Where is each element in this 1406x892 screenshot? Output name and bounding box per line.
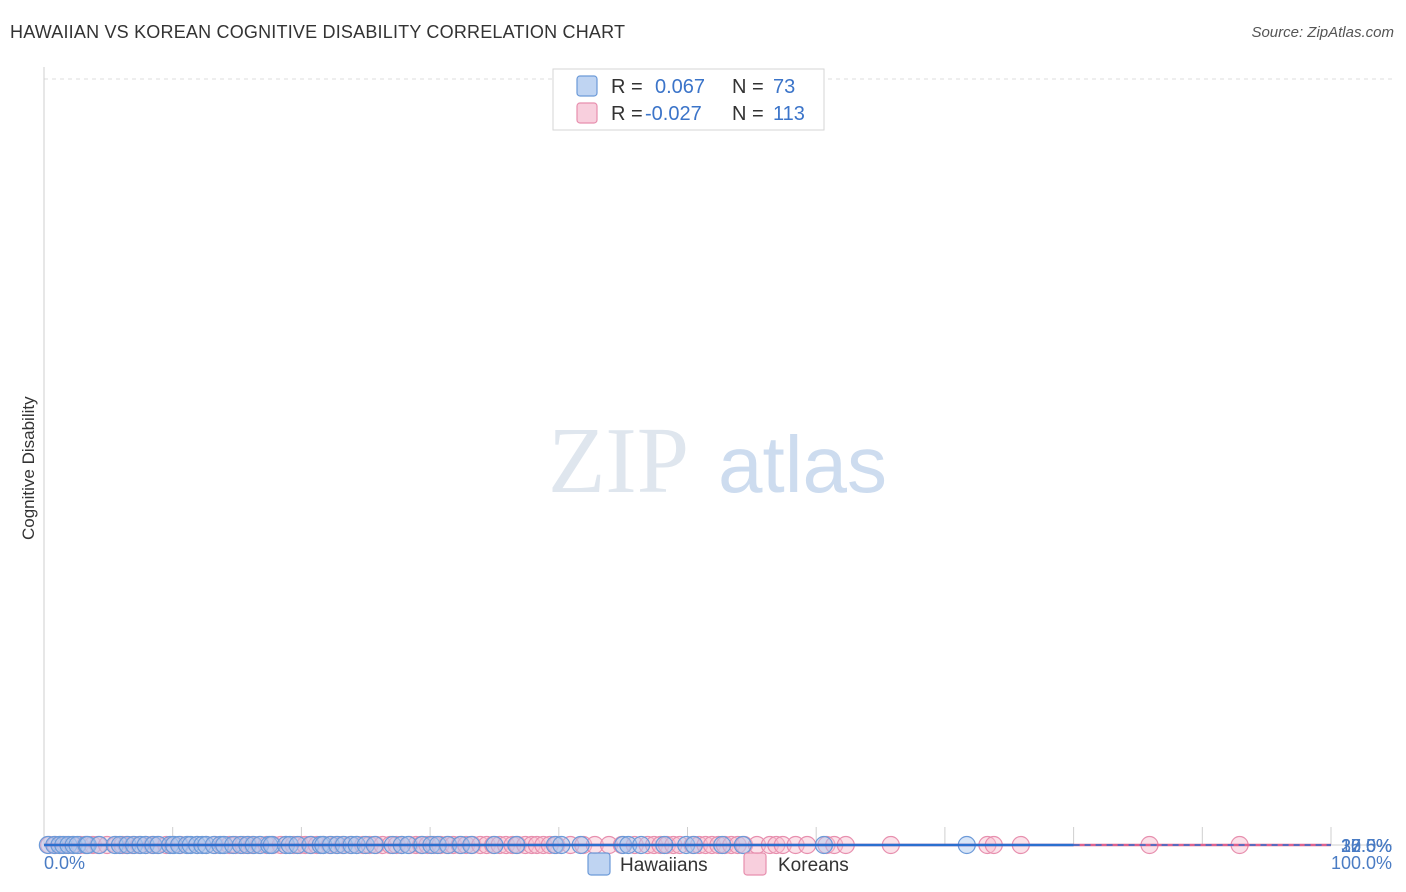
bottom-legend-swatch-koreans <box>743 852 767 876</box>
legend-swatch-koreans <box>576 102 598 124</box>
watermark-atlas: atlas <box>718 420 887 509</box>
bottom-legend-swatch-hawaiians <box>587 852 611 876</box>
legend-swatch-hawaiians <box>576 75 598 97</box>
bottom-legend-label-hawaiians: Hawaiians <box>620 855 708 876</box>
y-tick-label: 22.5% <box>1341 836 1392 856</box>
legend-box <box>552 68 825 131</box>
legend-n-value-koreans: 113 <box>773 103 805 125</box>
legend-r-value-hawaiians: 0.067 <box>655 76 705 98</box>
legend-n-value-hawaiians: 73 <box>773 76 795 98</box>
legend-n-label-hawaiians: N = <box>732 76 764 98</box>
y-axis-label: Cognitive Disability <box>19 396 38 540</box>
chart-title: HAWAIIAN VS KOREAN COGNITIVE DISABILITY … <box>10 22 626 42</box>
x-tick-label-min: 0.0% <box>44 853 85 873</box>
y-tick-label: 7.5% <box>1351 836 1392 856</box>
legend-r-label-hawaiians: R = <box>611 76 643 98</box>
watermark: ZIP atlas <box>548 409 887 513</box>
bottom-legend-label-koreans: Koreans <box>778 855 849 876</box>
legend-n-label-koreans: N = <box>732 103 764 125</box>
y-tick-label: 15.0% <box>1341 836 1392 856</box>
source-label: Source: ZipAtlas.com <box>1251 24 1394 41</box>
x-tick-label-max: 100.0% <box>1331 853 1392 873</box>
tick-labels: 7.5%15.0%22.5%30.0% 0.0% 100.0% <box>44 836 1392 873</box>
y-tick-label: 30.0% <box>1341 836 1392 856</box>
correlation-legend: R = 0.067 N = 73 R = -0.027 N = 113 <box>552 68 825 131</box>
legend-r-value-koreans: -0.027 <box>645 103 702 125</box>
legend-r-label-koreans: R = <box>611 103 643 125</box>
series-legend: Hawaiians Koreans <box>587 852 849 876</box>
watermark-zip: ZIP <box>548 409 689 513</box>
